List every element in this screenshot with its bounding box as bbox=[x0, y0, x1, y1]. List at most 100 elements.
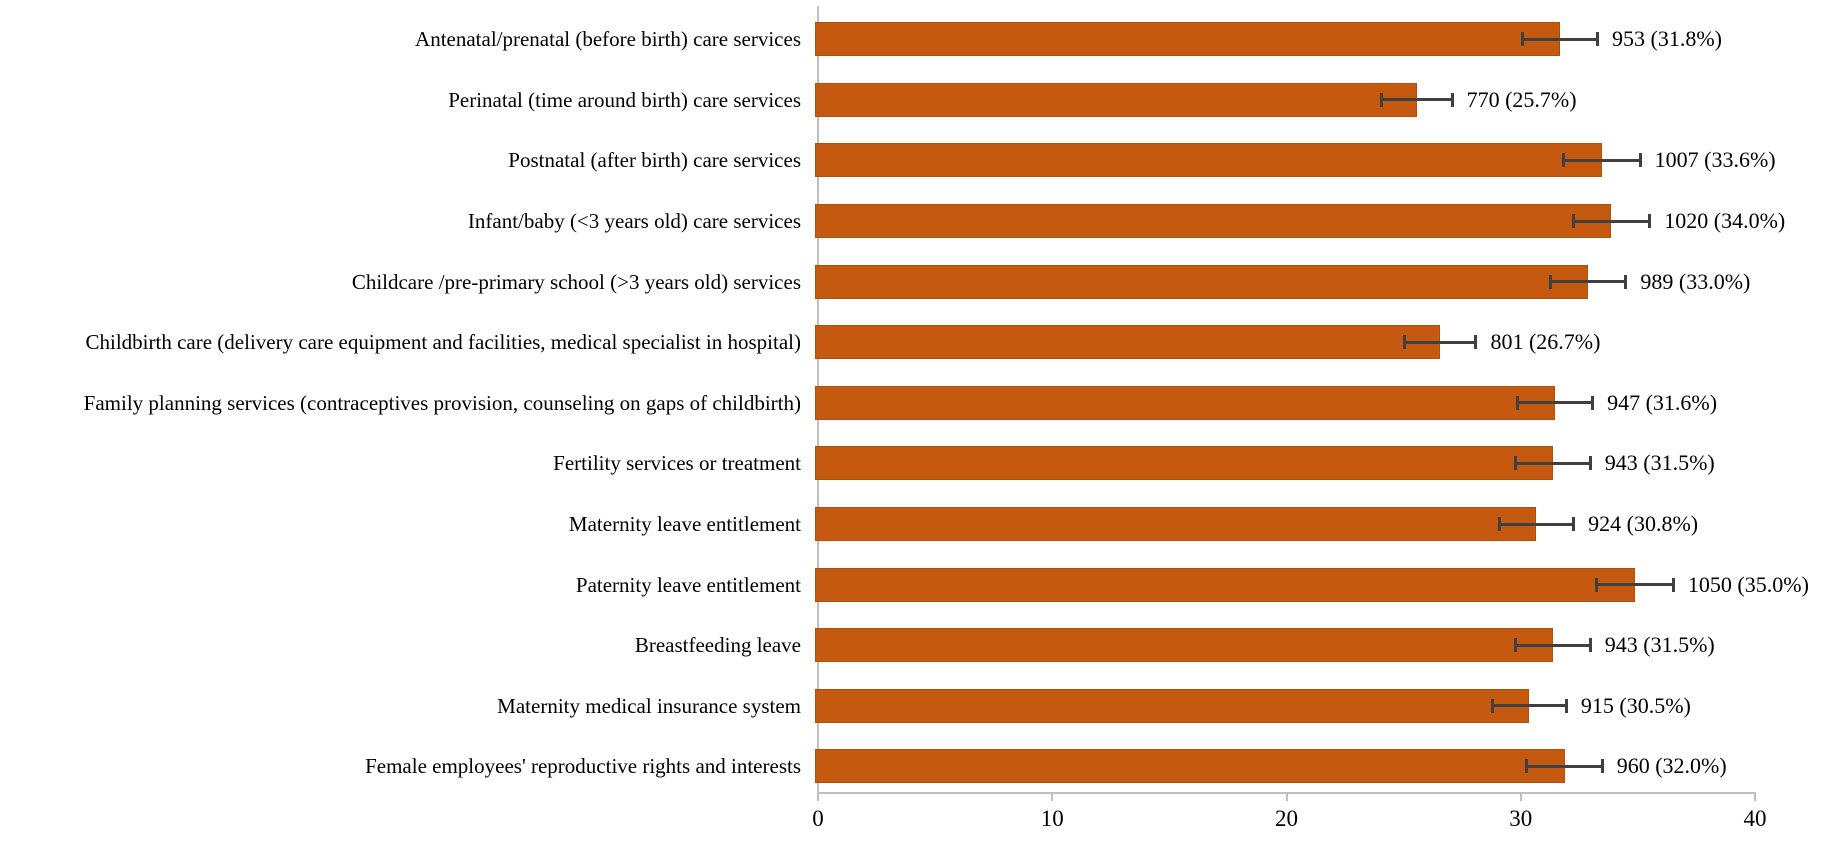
error-bar-line bbox=[1548, 280, 1628, 284]
category-label: Maternity medical insurance system bbox=[497, 693, 801, 718]
bar bbox=[815, 22, 1560, 57]
error-bar-cap-left bbox=[1594, 577, 1598, 592]
bar bbox=[815, 446, 1553, 481]
error-bar-cap-right bbox=[1564, 698, 1568, 713]
category-label: Paternity leave entitlement bbox=[575, 572, 801, 597]
bar-row: Fertility services or treatment 943 (31.5… bbox=[0, 433, 1831, 494]
value-label: 1007 (33.6%) bbox=[1654, 147, 1776, 173]
error-bar-line bbox=[1520, 37, 1600, 41]
error-bar-cap-right bbox=[1624, 274, 1628, 289]
x-tick-label: 30 bbox=[1509, 806, 1533, 831]
category-label: Perinatal (time around birth) care servi… bbox=[448, 87, 801, 112]
error-bar-line bbox=[1497, 522, 1576, 526]
x-tick-label: 10 bbox=[1040, 806, 1064, 831]
category-label: Fertility services or treatment bbox=[553, 451, 801, 476]
error-bar-cap-left bbox=[1562, 153, 1566, 168]
x-tick-label: 40 bbox=[1743, 806, 1767, 831]
bar-track: 1020 (34.0%) bbox=[815, 191, 1785, 252]
value-label: 943 (31.5%) bbox=[1604, 450, 1715, 476]
error-bar-line bbox=[1594, 583, 1675, 587]
bar-row: Maternity medical insurance system 915 (3… bbox=[0, 676, 1831, 737]
bar-track: 1050 (35.0%) bbox=[815, 554, 1809, 615]
bar-row: Infant/baby (<3 years old) care services… bbox=[0, 191, 1831, 252]
error-bar-line bbox=[1514, 643, 1592, 647]
value-label: 1050 (35.0%) bbox=[1687, 571, 1809, 597]
bar-row: Antenatal/prenatal (before birth) care s… bbox=[0, 9, 1831, 70]
error-bar-cap-right bbox=[1671, 577, 1675, 592]
bar-row: Family planning services (contraceptives… bbox=[0, 373, 1831, 434]
error-bar-line bbox=[1380, 98, 1454, 102]
error-bar-line bbox=[1514, 461, 1592, 465]
value-label: 801 (26.7%) bbox=[1490, 329, 1601, 355]
bar bbox=[815, 507, 1537, 542]
value-label: 953 (31.8%) bbox=[1612, 26, 1723, 52]
bar-row: Childbirth care (delivery care equipment… bbox=[0, 312, 1831, 373]
error-bar-cap-right bbox=[1474, 335, 1478, 350]
error-bar-cap-left bbox=[1571, 214, 1575, 229]
error-bar bbox=[1594, 577, 1675, 592]
category-label: Breastfeeding leave bbox=[634, 633, 801, 658]
error-bar-cap-left bbox=[1491, 698, 1495, 713]
value-label: 770 (25.7%) bbox=[1466, 86, 1577, 112]
error-bar-cap-left bbox=[1497, 517, 1501, 532]
bar bbox=[815, 204, 1612, 239]
category-label: Infant/baby (<3 years old) care services bbox=[467, 209, 801, 233]
error-bar-cap-left bbox=[1514, 638, 1517, 653]
error-bar-cap-left bbox=[1548, 274, 1552, 289]
bar bbox=[815, 567, 1635, 602]
category-label: Antenatal/prenatal (before birth) care s… bbox=[415, 27, 801, 52]
bar bbox=[815, 688, 1530, 723]
x-tick-mark bbox=[1285, 794, 1288, 801]
error-bar-line bbox=[1562, 158, 1642, 162]
category-label: Female employees' reproductive rights an… bbox=[365, 754, 801, 779]
error-bar-cap-left bbox=[1516, 395, 1520, 410]
error-bar bbox=[1520, 32, 1600, 47]
error-bar-line bbox=[1403, 340, 1478, 344]
error-bar-line bbox=[1571, 219, 1652, 223]
bar bbox=[815, 143, 1603, 178]
error-bar-cap-left bbox=[1520, 32, 1524, 47]
value-label: 989 (33.0%) bbox=[1640, 268, 1751, 294]
error-bar bbox=[1497, 517, 1576, 532]
bar bbox=[815, 749, 1565, 784]
bar-row: Postnatal (after birth) care services 100… bbox=[0, 130, 1831, 191]
error-bar-cap-left bbox=[1514, 456, 1517, 471]
bar-track: 989 (33.0%) bbox=[815, 251, 1752, 312]
error-bar-cap-right bbox=[1588, 638, 1592, 653]
error-bar-cap-right bbox=[1588, 456, 1592, 471]
bar-row: Breastfeeding leave 943 (31.5%) bbox=[0, 615, 1831, 676]
bar-track: 943 (31.5%) bbox=[815, 615, 1752, 676]
error-bar bbox=[1516, 395, 1595, 410]
error-bar-line bbox=[1516, 401, 1595, 405]
x-tick-mark bbox=[1051, 794, 1054, 801]
bar bbox=[815, 628, 1553, 663]
error-bar bbox=[1525, 759, 1604, 774]
value-label: 915 (30.5%) bbox=[1580, 692, 1691, 718]
value-label: 960 (32.0%) bbox=[1616, 753, 1727, 779]
value-label: 947 (31.6%) bbox=[1607, 389, 1718, 415]
error-bar-cap-right bbox=[1596, 32, 1600, 47]
bar bbox=[815, 82, 1418, 117]
error-bar-cap-right bbox=[1648, 214, 1652, 229]
category-label: Maternity leave entitlement bbox=[568, 511, 801, 536]
x-tick-label: 0 bbox=[812, 806, 824, 831]
x-tick-label: 20 bbox=[1275, 806, 1298, 831]
bar bbox=[815, 264, 1589, 299]
error-bar bbox=[1403, 335, 1478, 350]
bar-track: 947 (31.6%) bbox=[815, 373, 1752, 434]
value-label: 924 (30.8%) bbox=[1588, 511, 1699, 537]
category-label: Childcare /pre-primary school (>3 years … bbox=[351, 269, 801, 294]
error-bar-cap-left bbox=[1403, 335, 1407, 350]
value-label: 1020 (34.0%) bbox=[1664, 208, 1786, 234]
bar-track: 801 (26.7%) bbox=[815, 312, 1752, 373]
bar-track: 915 (30.5%) bbox=[815, 676, 1752, 737]
category-label: Family planning services (contraceptives… bbox=[83, 390, 801, 415]
x-tick-mark bbox=[817, 794, 819, 801]
error-bar-cap-right bbox=[1591, 395, 1595, 410]
bar-row: Maternity leave entitlement 924 (30.8%) bbox=[0, 494, 1831, 555]
error-bar bbox=[1562, 153, 1642, 168]
error-bar-line bbox=[1491, 704, 1568, 708]
error-bar bbox=[1514, 456, 1592, 471]
bar-rows-container: Antenatal/prenatal (before birth) care s… bbox=[0, 9, 1831, 797]
